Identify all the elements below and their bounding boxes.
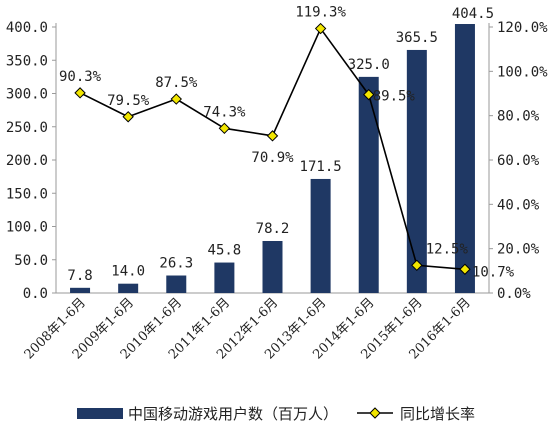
growth-marker: [266, 130, 279, 142]
legend-line-label: 同比增长率: [400, 405, 475, 423]
growth-value-label: 74.3%: [203, 104, 246, 120]
bar-value-label: 14.0: [111, 264, 145, 280]
y-right-tick-label: 80.0%: [497, 109, 540, 125]
y-left-tick-label: 150.0: [6, 186, 48, 202]
growth-marker: [314, 22, 327, 35]
growth-value-label: 89.5%: [373, 89, 416, 105]
growth-marker: [459, 263, 471, 275]
bar-value-label: 7.8: [67, 268, 92, 284]
bar: [166, 275, 187, 293]
y-left-tick-label: 0.0: [23, 286, 48, 302]
bar-value-label: 78.2: [256, 221, 290, 237]
y-right-tick-label: 0.0%: [497, 286, 531, 302]
y-left-tick-label: 50.0: [14, 253, 48, 269]
bar-value-label: 45.8: [208, 243, 242, 259]
bar: [358, 76, 379, 293]
growth-value-label: 79.5%: [107, 93, 150, 109]
bar: [70, 287, 91, 293]
bar-value-label: 171.5: [300, 159, 342, 175]
bars: [70, 24, 475, 293]
y-left-tick-label: 350.0: [6, 53, 48, 69]
bar-value-label: 26.3: [159, 256, 193, 272]
growth-value-label: 10.7%: [472, 264, 515, 280]
legend-line-marker: [369, 407, 381, 419]
y-right-tick-label: 20.0%: [497, 242, 540, 258]
bar: [118, 283, 139, 293]
bar: [214, 262, 235, 293]
bar-value-label: 325.0: [348, 57, 390, 73]
y-right-tick-label: 100.0%: [497, 64, 548, 80]
growth-line: [74, 22, 471, 275]
y-left-tick-label: 200.0: [6, 153, 48, 169]
y-right-tick-label: 120.0%: [497, 20, 548, 36]
y-left-tick-label: 250.0: [6, 120, 48, 136]
growth-value-label: 90.3%: [59, 69, 102, 85]
growth-marker: [218, 122, 231, 135]
growth-value-label: 70.9%: [251, 150, 294, 166]
bar: [262, 240, 283, 293]
growth-marker: [363, 88, 375, 101]
legend: 中国移动游戏用户数（百万人） 同比增长率: [77, 405, 475, 423]
legend-bar-label: 中国移动游戏用户数（百万人）: [128, 405, 338, 423]
y-left-tick-label: 300.0: [6, 87, 48, 103]
growth-value-label: 87.5%: [155, 75, 198, 91]
growth-value-label: 12.5%: [426, 241, 469, 257]
y-right-tick-label: 60.0%: [497, 153, 540, 169]
bar: [454, 24, 475, 293]
growth-marker: [411, 259, 423, 271]
data-labels: 7.8 14.0 26.3 45.8 78.2 171.5 325.0 365.5 404.5 9…: [59, 5, 515, 284]
bar: [406, 49, 427, 293]
y-right-tick-label: 40.0%: [497, 197, 540, 213]
y-left-tick-label: 400.0: [6, 20, 48, 36]
growth-value-label: 119.3%: [295, 5, 346, 21]
legend-bar-swatch: [77, 408, 123, 419]
growth-marker: [170, 93, 182, 105]
bar-value-label: 404.5: [452, 6, 494, 22]
y-left-tick-label: 100.0: [6, 220, 48, 236]
growth-marker: [122, 111, 134, 123]
bar-value-label: 365.5: [396, 30, 438, 46]
bar: [310, 178, 331, 293]
growth-marker: [74, 87, 86, 99]
